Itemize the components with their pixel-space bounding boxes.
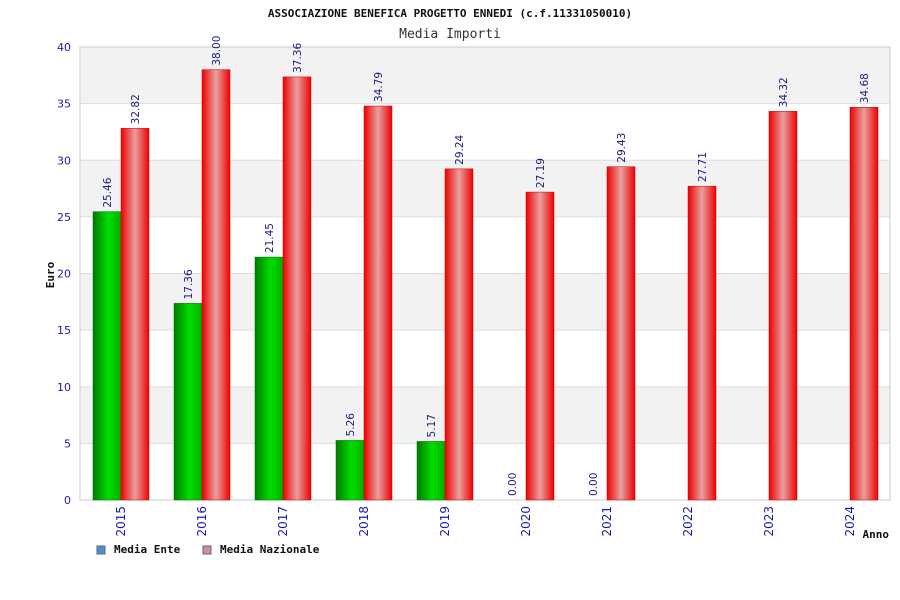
bar-media-ente-2016	[173, 303, 203, 501]
bars	[92, 69, 879, 501]
data-label-media-nazionale-2019: 29.24	[454, 134, 466, 164]
x-tick-label: 2016	[195, 506, 209, 537]
bar-media-ente-2018	[335, 440, 365, 501]
bar-media-nazionale-2021	[606, 166, 636, 501]
y-tick-label: 25	[57, 211, 71, 224]
data-label-media-nazionale-2016: 38.00	[211, 36, 223, 66]
bar-media-nazionale-2015	[120, 128, 150, 501]
bar-media-nazionale-2022	[687, 185, 717, 501]
y-tick-label: 40	[57, 41, 71, 54]
y-tick-label: 0	[64, 494, 71, 507]
bar-media-nazionale-2024	[849, 106, 879, 501]
data-label-media-nazionale-2017: 37.36	[292, 43, 304, 73]
y-tick-label: 30	[57, 154, 71, 167]
x-tick-label: 2022	[681, 506, 695, 537]
data-label-media-nazionale-2023: 34.32	[778, 77, 790, 107]
data-label-media-nazionale-2020: 27.19	[535, 158, 547, 188]
bar-media-nazionale-2016	[201, 69, 231, 501]
legend-label-media-ente: Media Ente	[114, 543, 181, 556]
bar-media-nazionale-2018	[363, 105, 393, 501]
data-label-media-nazionale-2018: 34.79	[373, 72, 385, 102]
bar-media-nazionale-2017	[282, 76, 312, 501]
data-label-media-ente-2019: 5.17	[426, 414, 438, 437]
data-label-media-nazionale-2024: 34.68	[859, 73, 871, 103]
x-tick-label: 2021	[600, 506, 614, 537]
legend-swatch-media-ente	[96, 545, 106, 555]
x-tick-label: 2015	[114, 506, 128, 537]
grid-band	[80, 47, 890, 104]
plot-border	[79, 46, 891, 501]
y-tick-label: 15	[57, 324, 71, 337]
bar-media-nazionale-2019	[444, 168, 474, 501]
data-label-media-ente-2015: 25.46	[102, 177, 114, 207]
chart-subtitle: Media Importi	[399, 27, 501, 42]
data-label-media-ente-2020: 0.00	[507, 473, 519, 496]
legend-label-media-nazionale: Media Nazionale	[220, 543, 320, 556]
x-tick-label: 2024	[843, 506, 857, 537]
data-label-media-ente-2021: 0.00	[588, 473, 600, 496]
y-tick-label: 5	[64, 437, 71, 450]
data-label-media-nazionale-2022: 27.71	[697, 152, 709, 182]
x-axis-ticks: 2015 2016 2017 2018 2019 2020 2021 2022 2023 2024	[114, 506, 857, 537]
data-label-media-nazionale-2015: 32.82	[130, 94, 142, 124]
grid-band	[80, 216, 890, 274]
y-tick-label: 35	[57, 98, 71, 111]
grid-band	[80, 160, 890, 217]
bar-media-ente-2017	[254, 256, 284, 501]
data-label-media-ente-2017: 21.45	[264, 223, 276, 253]
legend-swatch-media-nazionale	[202, 545, 212, 555]
x-axis-label: Anno	[863, 528, 890, 541]
data-label-media-ente-2016: 17.36	[183, 269, 195, 299]
y-axis-label: Euro	[44, 261, 57, 288]
x-tick-label: 2018	[357, 506, 371, 537]
bar-media-nazionale-2023	[768, 111, 798, 501]
data-labels: 25.46 32.82 17.36 38.00 21.45 37.36 5.26 34.79 5…	[102, 36, 871, 496]
x-tick-label: 2017	[276, 506, 290, 537]
data-label-media-ente-2018: 5.26	[345, 413, 357, 437]
y-tick-label: 10	[57, 381, 71, 394]
chart-title: ASSOCIAZIONE BENEFICA PROGETTO ENNEDI (c…	[268, 7, 632, 20]
grid-band	[80, 103, 890, 161]
bar-media-ente-2019	[416, 441, 446, 501]
x-tick-label: 2019	[438, 506, 452, 537]
legend: Media Ente Media Nazionale	[96, 543, 320, 556]
bar-media-nazionale-2020	[525, 191, 555, 501]
x-tick-label: 2020	[519, 506, 533, 537]
y-tick-label: 20	[57, 268, 71, 281]
data-label-media-nazionale-2021: 29.43	[616, 133, 628, 163]
x-tick-label: 2023	[762, 506, 776, 537]
bar-media-ente-2015	[92, 211, 122, 501]
y-axis-ticks: 0 5 10 15 20 25 30 35 40	[57, 41, 71, 507]
